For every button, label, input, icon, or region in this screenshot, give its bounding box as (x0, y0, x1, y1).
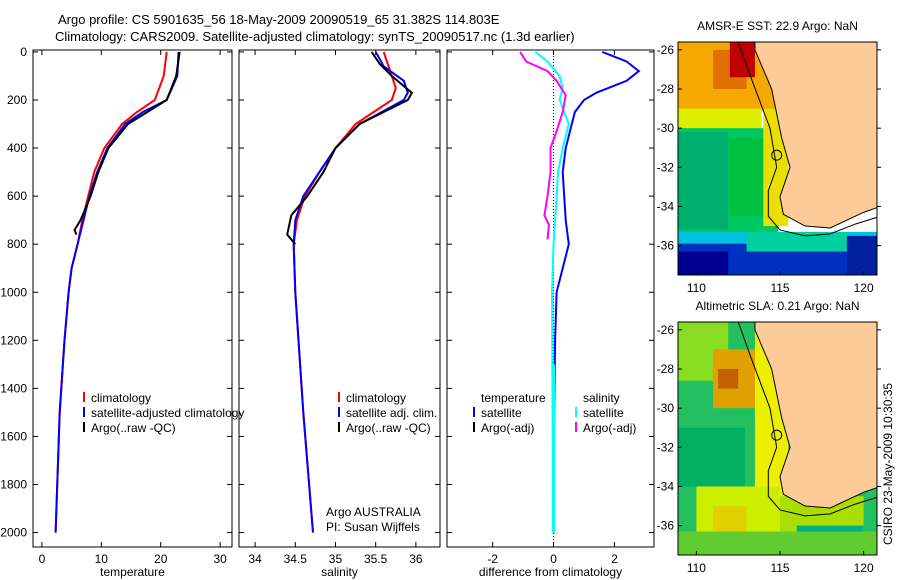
title-line-2: Climatology: CARS2009. Satellite-adjuste… (55, 29, 575, 44)
x-tick-label: 35 (329, 552, 343, 566)
x-tick-label: 0 (39, 552, 46, 566)
map-cell (746, 231, 847, 252)
y-tick-label: 1400 (0, 381, 27, 395)
x-axis-label: salinity (321, 565, 358, 579)
isobath-line (737, 42, 877, 237)
land (754, 322, 877, 509)
map-cell (678, 132, 729, 230)
map-y-tick-label: -28 (657, 82, 675, 96)
land (754, 42, 877, 229)
map-y-tick-label: -36 (657, 519, 675, 533)
plot-frame-0 (32, 49, 233, 548)
map-cell (718, 368, 739, 389)
map-frame (677, 41, 878, 276)
y-tick-label: 200 (7, 93, 27, 107)
map-y-tick-label: -32 (657, 160, 675, 174)
x-tick-label: -2 (487, 552, 498, 566)
map-y-tick-label: -26 (657, 43, 675, 57)
series-satellite-adj-clim- (292, 51, 409, 533)
series-salinity-satellite (534, 51, 570, 533)
legend-diff-temperature-label: Argo(-adj) (481, 421, 534, 435)
series-argo-raw-qc- (73, 51, 181, 235)
map-x-tick-label: 120 (854, 561, 874, 575)
y-tick-label: 2000 (0, 526, 27, 540)
y-tick-label: 600 (7, 189, 27, 203)
annotation-line-1: Argo AUSTRALIA (326, 505, 421, 519)
x-tick-label: 10 (95, 552, 109, 566)
plot-frame-1 (238, 49, 441, 548)
map-y-tick-label: -32 (657, 440, 675, 454)
map-y-tick-label: -34 (657, 199, 675, 213)
x-tick-label: 34.5 (284, 552, 308, 566)
legend-diff-salinity-label: salinity (583, 391, 620, 405)
side-stamp: CSIRO 23-May-2009 10:30:35 (881, 382, 895, 545)
legend-salinity-label: satellite adj. clim. (346, 406, 437, 420)
legend-salinity-label: Argo(..raw -QC) (346, 421, 431, 435)
series-argo-raw-qc- (286, 51, 414, 245)
map-title: Altimetric SLA: 0.21 Argo: NaN (695, 299, 859, 313)
map-x-tick-label: 110 (687, 561, 706, 575)
map-y-tick-label: -30 (657, 401, 675, 415)
annotation-line-2: PI: Susan Wijffels (326, 520, 420, 534)
series-temperature-satellite (552, 50, 641, 533)
map-title: AMSR-E SST: 22.9 Argo: NaN (697, 19, 858, 33)
series-salinity-argo-adj- (519, 51, 567, 240)
map-y-tick-label: -28 (657, 362, 675, 376)
x-tick-label: 35.5 (364, 552, 388, 566)
argo-location-marker (771, 429, 783, 441)
map-x-tick-label: 120 (854, 281, 874, 295)
legend-diff-temperature-label: temperature (481, 391, 546, 405)
legend-diff-salinity-label: Argo(-adj) (583, 421, 636, 435)
plot-frame-2 (446, 49, 655, 548)
map-cell (729, 42, 755, 78)
map-y-tick-label: -36 (657, 239, 675, 253)
map-field (678, 322, 877, 555)
series-climatology (54, 51, 168, 533)
y-tick-label: 0 (20, 45, 27, 59)
y-tick-label: 1600 (0, 429, 27, 443)
map-frame (677, 321, 878, 556)
map-field (678, 42, 877, 275)
title-line-1: Argo profile: CS 5901635_56 18-May-2009 … (58, 12, 500, 27)
map-y-tick-label: -26 (657, 323, 675, 337)
map-y-tick-label: -30 (657, 121, 675, 135)
map-cell (678, 251, 729, 275)
map-cell (713, 506, 747, 536)
x-axis-label: temperature (100, 565, 165, 579)
y-tick-label: 1000 (0, 285, 27, 299)
map-cell (846, 235, 877, 275)
series-climatology (292, 51, 397, 533)
legend-diff-salinity-label: satellite (583, 406, 624, 420)
map-y-tick-label: -34 (657, 479, 675, 493)
map-0 (677, 41, 881, 276)
x-tick-label: 2 (611, 552, 618, 566)
legend-diff-temperature-label: satellite (481, 406, 522, 420)
y-tick-label: 1200 (0, 333, 27, 347)
map-cell (678, 108, 762, 133)
legend-temperature-label: Argo(..raw -QC) (91, 421, 176, 435)
series-satellite-adjusted-climatology (54, 51, 180, 533)
y-tick-label: 400 (7, 141, 27, 155)
map-cell (678, 531, 877, 555)
argo-location-marker (771, 149, 783, 161)
legend-temperature-label: satellite-adjusted climatology (91, 406, 244, 420)
x-tick-label: 20 (154, 552, 168, 566)
x-tick-label: 36 (409, 552, 423, 566)
x-tick-label: 34 (248, 552, 262, 566)
y-tick-label: 800 (7, 237, 27, 251)
x-tick-label: 30 (213, 552, 227, 566)
x-axis-label: difference from climatology (479, 565, 622, 579)
legend-salinity-label: climatology (346, 391, 406, 405)
map-1 (677, 321, 881, 556)
map-x-tick-label: 110 (687, 281, 706, 295)
map-x-tick-label: 115 (770, 281, 789, 295)
y-tick-label: 1800 (0, 478, 27, 492)
isobath-line (737, 322, 877, 517)
legend-temperature-label: climatology (91, 391, 151, 405)
map-cell (678, 427, 745, 487)
x-tick-label: 0 (550, 552, 557, 566)
map-x-tick-label: 115 (770, 561, 789, 575)
